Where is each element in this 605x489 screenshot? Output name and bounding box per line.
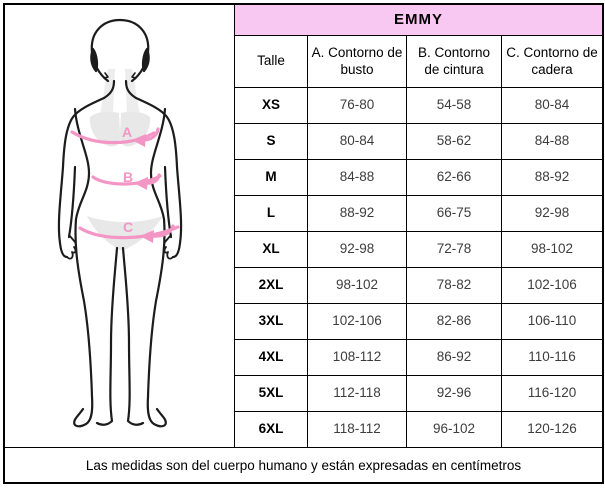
hip-measure-arrow: [78, 224, 180, 243]
waist-value: 86-92: [406, 339, 501, 375]
bust-value: 80-84: [307, 123, 406, 159]
hip-value: 92-98: [501, 195, 602, 231]
bust-measure-arrow: [70, 127, 160, 147]
hip-value: 98-102: [501, 231, 602, 267]
bust-value: 76-80: [307, 87, 406, 123]
bust-label: A: [122, 124, 132, 140]
size-label: 4XL: [234, 339, 307, 375]
measurement-arrows: [70, 127, 180, 243]
hip-value: 120-126: [501, 411, 602, 447]
waist-label: B: [123, 169, 133, 185]
hip-value: 88-92: [501, 159, 602, 195]
size-label: 5XL: [234, 375, 307, 411]
column-header-bust: A. Contorno de busto: [307, 35, 406, 87]
chart-body: A B C EMMY Talle A. Contorno de busto B.…: [5, 5, 602, 448]
waist-value: 62-66: [406, 159, 501, 195]
waist-value: 54-58: [406, 87, 501, 123]
bust-value: 92-98: [307, 231, 406, 267]
hip-value: 84-88: [501, 123, 602, 159]
hip-label: C: [123, 219, 133, 235]
waist-value: 58-62: [406, 123, 501, 159]
column-header-hip: C. Contorno de cadera: [501, 35, 602, 87]
bust-value: 108-112: [307, 339, 406, 375]
size-label: M: [234, 159, 307, 195]
waist-value: 92-96: [406, 375, 501, 411]
waist-value: 72-78: [406, 231, 501, 267]
hip-value: 80-84: [501, 87, 602, 123]
bikini-bottom-shape: [87, 216, 163, 251]
body-figure-panel: A B C: [5, 5, 234, 447]
bust-value: 118-112: [307, 411, 406, 447]
hip-value: 102-106: [501, 267, 602, 303]
bust-value: 88-92: [307, 195, 406, 231]
size-label: XL: [234, 231, 307, 267]
footer-note: Las medidas son del cuerpo humano y está…: [5, 448, 602, 482]
size-label: XS: [234, 87, 307, 123]
woman-figure-illustration: A B C: [57, 18, 183, 428]
column-header-waist: B. Contorno de cintura: [406, 35, 501, 87]
bust-value: 112-118: [307, 375, 406, 411]
waist-measure-arrow: [91, 173, 162, 190]
size-chart-frame: A B C EMMY Talle A. Contorno de busto B.…: [3, 3, 604, 484]
waist-value: 96-102: [406, 411, 501, 447]
size-label: S: [234, 123, 307, 159]
bust-value: 84-88: [307, 159, 406, 195]
brand-header: EMMY: [234, 5, 602, 35]
size-label: 6XL: [234, 411, 307, 447]
bust-value: 102-106: [307, 303, 406, 339]
hip-value: 106-110: [501, 303, 602, 339]
bust-value: 98-102: [307, 267, 406, 303]
size-label: 2XL: [234, 267, 307, 303]
waist-value: 66-75: [406, 195, 501, 231]
size-label: L: [234, 195, 307, 231]
bikini-top-shape: [89, 69, 151, 147]
hip-value: 116-120: [501, 375, 602, 411]
hip-value: 110-116: [501, 339, 602, 375]
column-header-size: Talle: [234, 35, 307, 87]
waist-value: 82-86: [406, 303, 501, 339]
waist-value: 78-82: [406, 267, 501, 303]
size-label: 3XL: [234, 303, 307, 339]
size-table: EMMY Talle A. Contorno de busto B. Conto…: [234, 5, 602, 447]
body-outline: [57, 18, 183, 428]
